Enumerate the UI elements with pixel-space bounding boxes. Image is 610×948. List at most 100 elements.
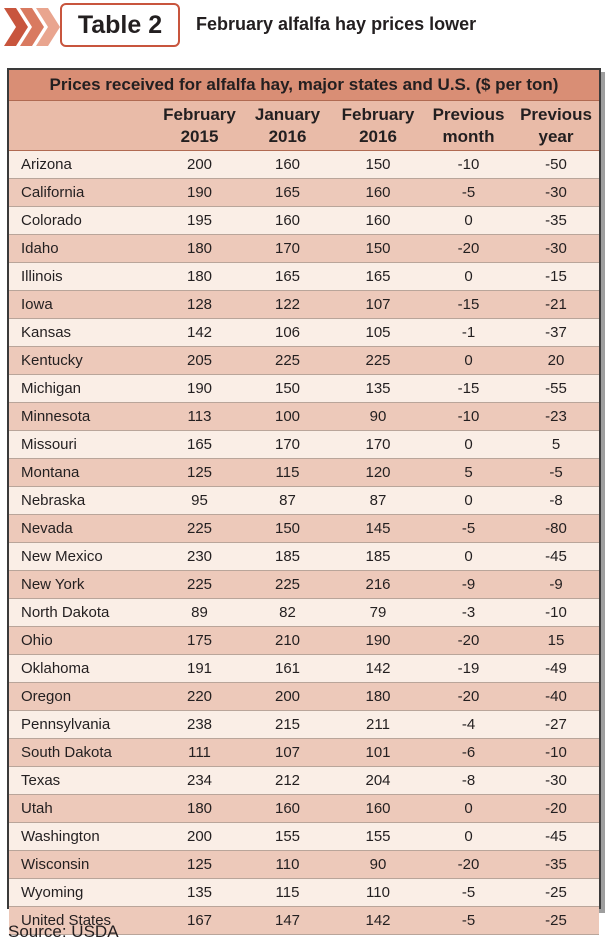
cell-feb-2015: 95 [191,492,208,509]
table-row: Wyoming 135 115 110 -5 -25 [9,879,599,907]
cell-jan-2016: 225 [274,352,301,369]
cell-state: Wisconsin [21,856,90,873]
column-header-jan-2016: January 2016 [254,105,321,146]
cell-previous-month: -5 [461,884,476,901]
cell-previous-month: -8 [461,772,476,789]
table-row: Oregon 220 200 180 -20 -40 [9,683,599,711]
table-row: Utah 180 160 160 0 -20 [9,795,599,823]
cell-previous-year: -50 [545,156,567,173]
cell-feb-2015: 111 [188,744,211,761]
table-row: Colorado 195 160 160 0 -35 [9,207,599,235]
cell-feb-2015: 190 [186,184,213,201]
cell-state: South Dakota [21,744,112,761]
table-row: Arizona 200 160 150 -10 -50 [9,151,599,179]
cell-feb-2016: 150 [365,240,391,257]
cell-previous-year: -10 [545,604,567,621]
cell-previous-year: 5 [551,436,561,453]
cell-state: California [21,184,85,201]
cell-feb-2016: 145 [365,520,391,537]
cell-state: New Mexico [21,548,103,565]
cell-previous-month: 0 [464,828,473,845]
table-row: United States 167 147 142 -5 -25 [9,907,599,935]
cell-jan-2016: 161 [274,660,301,677]
table-row: Iowa 128 122 107 -15 -21 [9,291,599,319]
cell-previous-year: -15 [545,268,567,285]
column-header-previous-month: Previous month [432,105,505,146]
table-row: New York 225 225 216 -9 -9 [9,571,599,599]
column-header-feb-2016: February 2016 [341,105,415,146]
cell-state: Iowa [21,296,53,313]
cell-feb-2015: 191 [186,660,213,677]
cell-jan-2016: 115 [275,884,300,901]
cell-state: Idaho [21,240,59,257]
cell-state: New York [21,576,85,593]
table-row: New Mexico 230 185 185 0 -45 [9,543,599,571]
table-row: Pennsylvania 238 215 211 -4 -27 [9,711,599,739]
cell-jan-2016: 82 [279,604,296,621]
cell-previous-month: -5 [461,184,476,201]
cell-feb-2015: 180 [186,268,213,285]
cell-previous-year: -27 [545,716,567,733]
cell-state: Arizona [21,156,72,173]
cell-previous-year: -35 [545,212,567,229]
cell-jan-2016: 147 [274,912,301,929]
table-row: Montana 125 115 120 5 -5 [9,459,599,487]
cell-feb-2016: 160 [365,184,391,201]
cell-previous-year: 20 [547,352,565,369]
cell-feb-2016: 185 [365,548,391,565]
cell-state: Colorado [21,212,82,229]
cell-state: Kansas [21,324,72,341]
cell-state: North Dakota [21,604,110,621]
cell-previous-month: -3 [461,604,476,621]
cell-feb-2015: 125 [186,464,213,481]
chevron-arrows-icon [4,8,60,46]
cell-feb-2016: 90 [369,408,387,425]
column-header-state [9,101,156,150]
cell-feb-2015: 180 [186,800,213,817]
cell-previous-year: -30 [545,240,567,257]
cell-jan-2016: 160 [274,800,301,817]
cell-feb-2016: 79 [369,604,387,621]
table-row: Kansas 142 106 105 -1 -37 [9,319,599,347]
cell-jan-2016: 170 [274,436,301,453]
cell-feb-2015: 142 [186,324,213,341]
cell-jan-2016: 150 [274,520,301,537]
cell-feb-2016: 110 [366,884,390,901]
cell-jan-2016: 170 [274,240,301,257]
cell-previous-month: -15 [457,296,480,313]
cell-feb-2016: 120 [365,464,391,481]
cell-feb-2015: 113 [187,408,212,425]
cell-feb-2016: 142 [365,912,391,929]
cell-jan-2016: 106 [274,324,301,341]
cell-jan-2016: 210 [274,632,301,649]
cell-feb-2015: 220 [186,688,213,705]
cell-previous-month: 5 [464,464,473,481]
cell-previous-month: -9 [461,576,476,593]
cell-feb-2015: 200 [186,156,213,173]
cell-feb-2016: 142 [365,660,391,677]
cell-previous-year: -40 [545,688,567,705]
cell-feb-2015: 205 [186,352,213,369]
cell-feb-2016: 160 [365,800,391,817]
cell-state: Texas [21,772,61,789]
cell-previous-year: -9 [549,576,563,593]
cell-feb-2016: 150 [365,156,391,173]
cell-previous-month: 0 [464,800,473,817]
cell-state: Kentucky [21,352,83,369]
cell-feb-2015: 128 [186,296,213,313]
cell-feb-2016: 87 [369,492,387,509]
cell-previous-year: -30 [545,184,567,201]
cell-state: Oregon [21,688,72,705]
price-table: Prices received for alfalfa hay, major s… [7,68,601,935]
cell-feb-2016: 216 [365,576,391,593]
column-header-previous-year: Previous year [520,105,592,146]
table-row: Michigan 190 150 135 -15 -55 [9,375,599,403]
table-row: North Dakota 89 82 79 -3 -10 [9,599,599,627]
cell-state: United States [21,912,112,929]
cell-previous-month: -5 [461,912,476,929]
cell-feb-2016: 211 [366,716,390,733]
cell-jan-2016: 155 [274,828,301,845]
cell-feb-2016: 204 [365,772,391,789]
cell-previous-year: -8 [549,492,563,509]
cell-previous-year: -30 [545,772,567,789]
